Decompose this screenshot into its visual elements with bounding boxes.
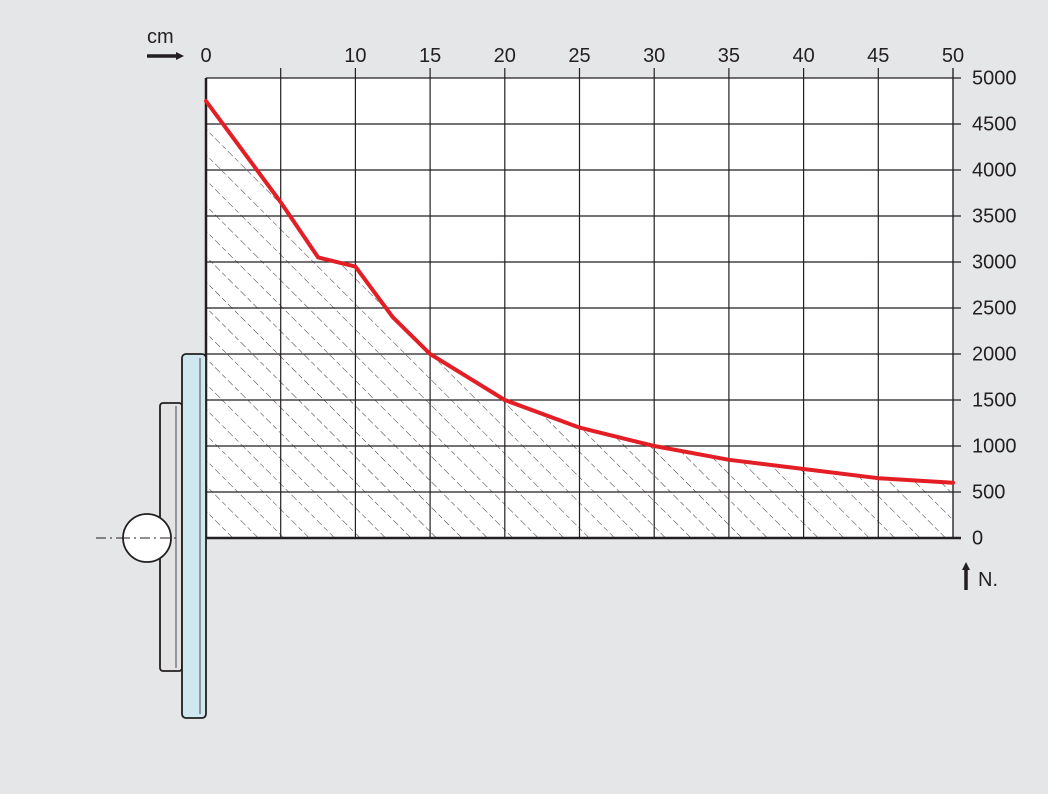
x-tick-label: 45 bbox=[867, 45, 889, 67]
x-unit-label: cm bbox=[147, 26, 174, 48]
y-tick-label: 5000 bbox=[972, 67, 1017, 89]
y-tick-label: 3500 bbox=[972, 205, 1017, 227]
y-tick-label: 2500 bbox=[972, 297, 1017, 319]
y-tick-labels: 0 500 1000 1500 2000 2500 3000 3500 4000 4500 5000 bbox=[972, 67, 1017, 549]
x-tick-label: 15 bbox=[419, 45, 441, 67]
y-unit-label: N. bbox=[978, 569, 998, 591]
y-tick-label: 3000 bbox=[972, 251, 1017, 273]
x-tick-labels: 0 10 15 20 25 30 35 40 45 50 bbox=[200, 45, 964, 67]
series-line bbox=[204, 99, 955, 485]
y-tick-label: 500 bbox=[972, 481, 1005, 503]
x-tick-label: 20 bbox=[494, 45, 516, 67]
x-tick-label: 50 bbox=[942, 45, 964, 67]
y-tick-label: 1500 bbox=[972, 389, 1017, 411]
x-tick-label: 40 bbox=[792, 45, 814, 67]
hatched-area bbox=[206, 101, 953, 538]
wheel-disc bbox=[181, 353, 207, 719]
x-tick-label: 10 bbox=[344, 45, 366, 67]
x-tick-label: 30 bbox=[643, 45, 665, 67]
y-tick-label: 4000 bbox=[972, 159, 1017, 181]
y-tick-label: 4500 bbox=[972, 113, 1017, 135]
y-tick-label: 1000 bbox=[972, 435, 1017, 457]
y-tick-label: 2000 bbox=[972, 343, 1017, 365]
y-tick-label: 0 bbox=[972, 527, 983, 549]
x-tick-label: 0 bbox=[200, 45, 211, 67]
x-tick-label: 25 bbox=[568, 45, 590, 67]
x-tick-label: 35 bbox=[718, 45, 740, 67]
